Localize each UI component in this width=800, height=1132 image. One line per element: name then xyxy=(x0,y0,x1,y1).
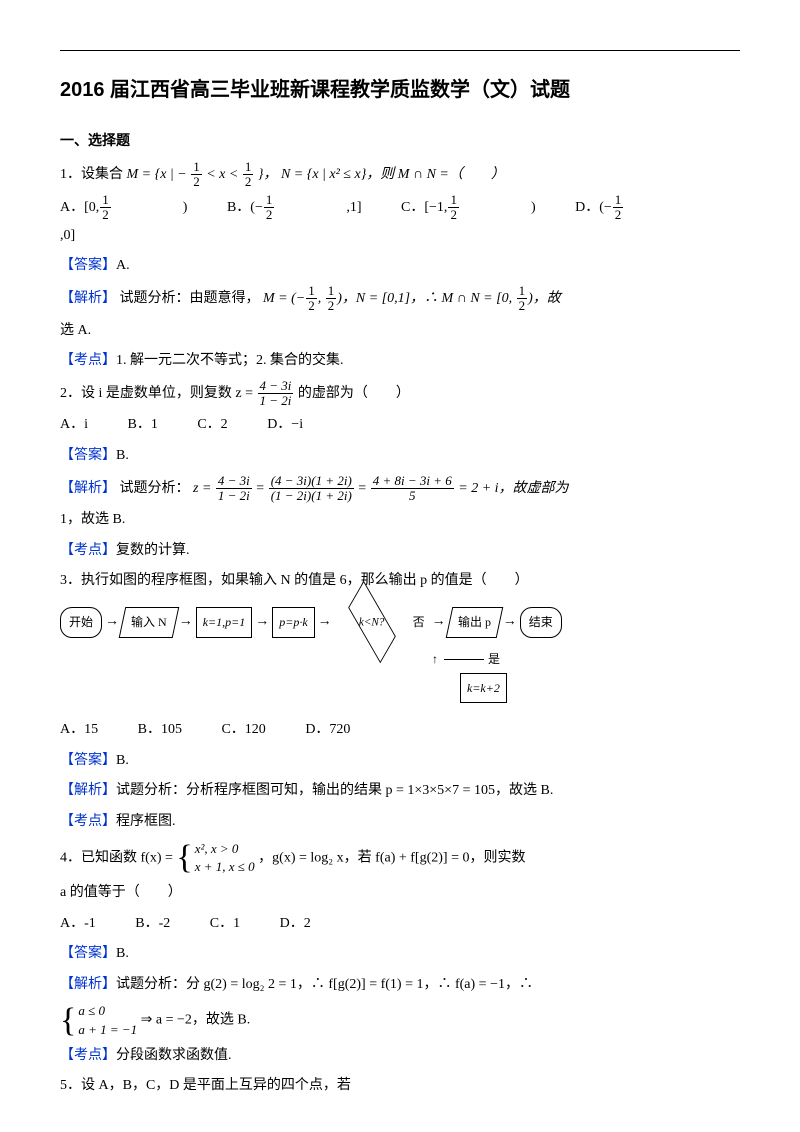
q4-options: A．-1 B．-2 C．1 D．2 xyxy=(60,911,740,938)
arrow-icon: → xyxy=(503,609,517,636)
q3-optD: D．720 xyxy=(305,722,350,737)
flowchart-row1: 开始 → 输入 N → k=1,p=1 → p=p·k → k<N? 否 → 输… xyxy=(60,607,562,638)
flow-start: 开始 xyxy=(60,607,102,638)
q1-optC: C．[−1,12) xyxy=(401,200,536,215)
flow-end: 结束 xyxy=(520,607,562,638)
q2-optD: D．−i xyxy=(267,417,303,432)
q4-analysis: 【解析】试题分析：分 g(2) = log₂ 2 = 1，∴ f[g(2)] =… xyxy=(60,972,740,999)
q5-stem: 5．设 A，B，C，D 是平面上互异的四个点，若 xyxy=(60,1073,740,1100)
q4-optC: C．1 xyxy=(210,916,240,931)
page-title: 2016 届江西省高三毕业班新课程教学质监数学（文）试题 xyxy=(60,71,740,109)
q1-analysis-2: 选 A. xyxy=(60,318,740,345)
flow-yes-label: 是 xyxy=(488,648,500,671)
arrow-icon: → xyxy=(318,609,332,636)
piecewise-fx: { x², x > 0 x + 1, x ≤ 0 xyxy=(176,840,254,876)
q2-optA: A．i xyxy=(60,417,88,432)
q4-stem: 4．已知函数 f(x) = { x², x > 0 x + 1, x ≤ 0 ，… xyxy=(60,840,740,876)
q3-analysis: 【解析】试题分析：分析程序框图可知，输出的结果 p = 1×3×5×7 = 10… xyxy=(60,778,740,805)
frac-half-2: 12 xyxy=(243,160,254,190)
arrow-icon: → xyxy=(105,609,119,636)
flow-init: k=1,p=1 xyxy=(196,607,253,638)
q2-optB: B．1 xyxy=(128,417,158,432)
q1-stem-e: N = {x | x² ≤ x}，则 M ∩ N =（ ） xyxy=(281,167,505,182)
q2-analysis: 【解析】 试题分析： z = 4 − 3i1 − 2i = (4 − 3i)(1… xyxy=(60,474,740,504)
q3-optB: B．105 xyxy=(138,722,182,737)
flowchart: 开始 → 输入 N → k=1,p=1 → p=p·k → k<N? 否 → 输… xyxy=(60,607,740,703)
q4-answer: 【答案】B. xyxy=(60,941,740,968)
q1-optA: A．[0,12) xyxy=(60,200,187,215)
q4-stem-2: a 的值等于（ ） xyxy=(60,880,740,907)
q1-answer: 【答案】A. xyxy=(60,253,740,280)
q2-answer: 【答案】B. xyxy=(60,443,740,470)
q1-stem-c: < x < xyxy=(206,167,242,182)
q4-optB: B．-2 xyxy=(135,916,170,931)
q2-options: A．i B．1 C．2 D．−i xyxy=(60,412,740,439)
piecewise-a: { a ≤ 0 a + 1 = −1 xyxy=(60,1002,137,1038)
section-heading: 一、选择题 xyxy=(60,127,740,154)
q3-optC: C．120 xyxy=(221,722,265,737)
flowchart-row2: ↑ 是 xyxy=(432,648,504,671)
q3-answer: 【答案】B. xyxy=(60,748,740,775)
q1-topic: 【考点】1. 解一元二次不等式；2. 集合的交集. xyxy=(60,348,740,375)
up-arrow-icon: ↑ xyxy=(432,648,438,671)
q3-options: A．15 B．105 C．120 D．720 xyxy=(60,717,740,744)
q2-analysis-2: 1，故选 B. xyxy=(60,507,740,534)
q4-optA: A．-1 xyxy=(60,916,96,931)
q1-analysis: 【解析】 试题分析：由题意得， M = (−12, 12)，N = [0,1]，… xyxy=(60,284,740,314)
arrow-icon: → xyxy=(255,609,269,636)
q1-options: A．[0,12) B．(−12,1] C．[−1,12) D．(−12,0] xyxy=(60,193,740,249)
q3-topic: 【考点】程序框图. xyxy=(60,809,740,836)
flow-input: 输入 N xyxy=(119,607,179,638)
flow-output: 输出 p xyxy=(445,607,503,638)
q1-stem-d: }， xyxy=(258,167,278,182)
flow-no-label: 否 xyxy=(413,611,425,634)
q1-optB: B．(−12,1] xyxy=(227,200,362,215)
q2-stem: 2．设 i 是虚数单位，则复数 z = 4 − 3i1 − 2i 的虚部为（ ） xyxy=(60,379,740,409)
q1-stem: 1．设集合 M = {x | − 12 < x < 12 }， N = {x |… xyxy=(60,160,740,190)
page-top-rule xyxy=(60,50,740,51)
q3-stem: 3．执行如图的程序框图，如果输入 N 的值是 6，那么输出 p 的值是（ ） xyxy=(60,568,740,595)
flow-calc: p=p·k xyxy=(272,607,314,638)
flowchart-row3: k=k+2 xyxy=(460,673,507,704)
frac-half-1: 12 xyxy=(191,160,202,190)
q2-topic: 【考点】复数的计算. xyxy=(60,538,740,565)
q4-analysis-2: { a ≤ 0 a + 1 = −1 ⇒ a = −2，故选 B. xyxy=(60,1002,740,1038)
arrow-icon: → xyxy=(432,609,446,636)
arrow-icon: → xyxy=(179,609,193,636)
q2-optC: C．2 xyxy=(197,417,227,432)
q1-stem-a: 1．设集合 xyxy=(60,167,127,182)
q4-optD: D．2 xyxy=(280,916,311,931)
q3-optA: A．15 xyxy=(60,722,98,737)
q1-stem-b: M = {x | − xyxy=(127,167,187,182)
q4-topic: 【考点】分段函数求函数值. xyxy=(60,1043,740,1070)
flow-step: k=k+2 xyxy=(460,673,507,704)
